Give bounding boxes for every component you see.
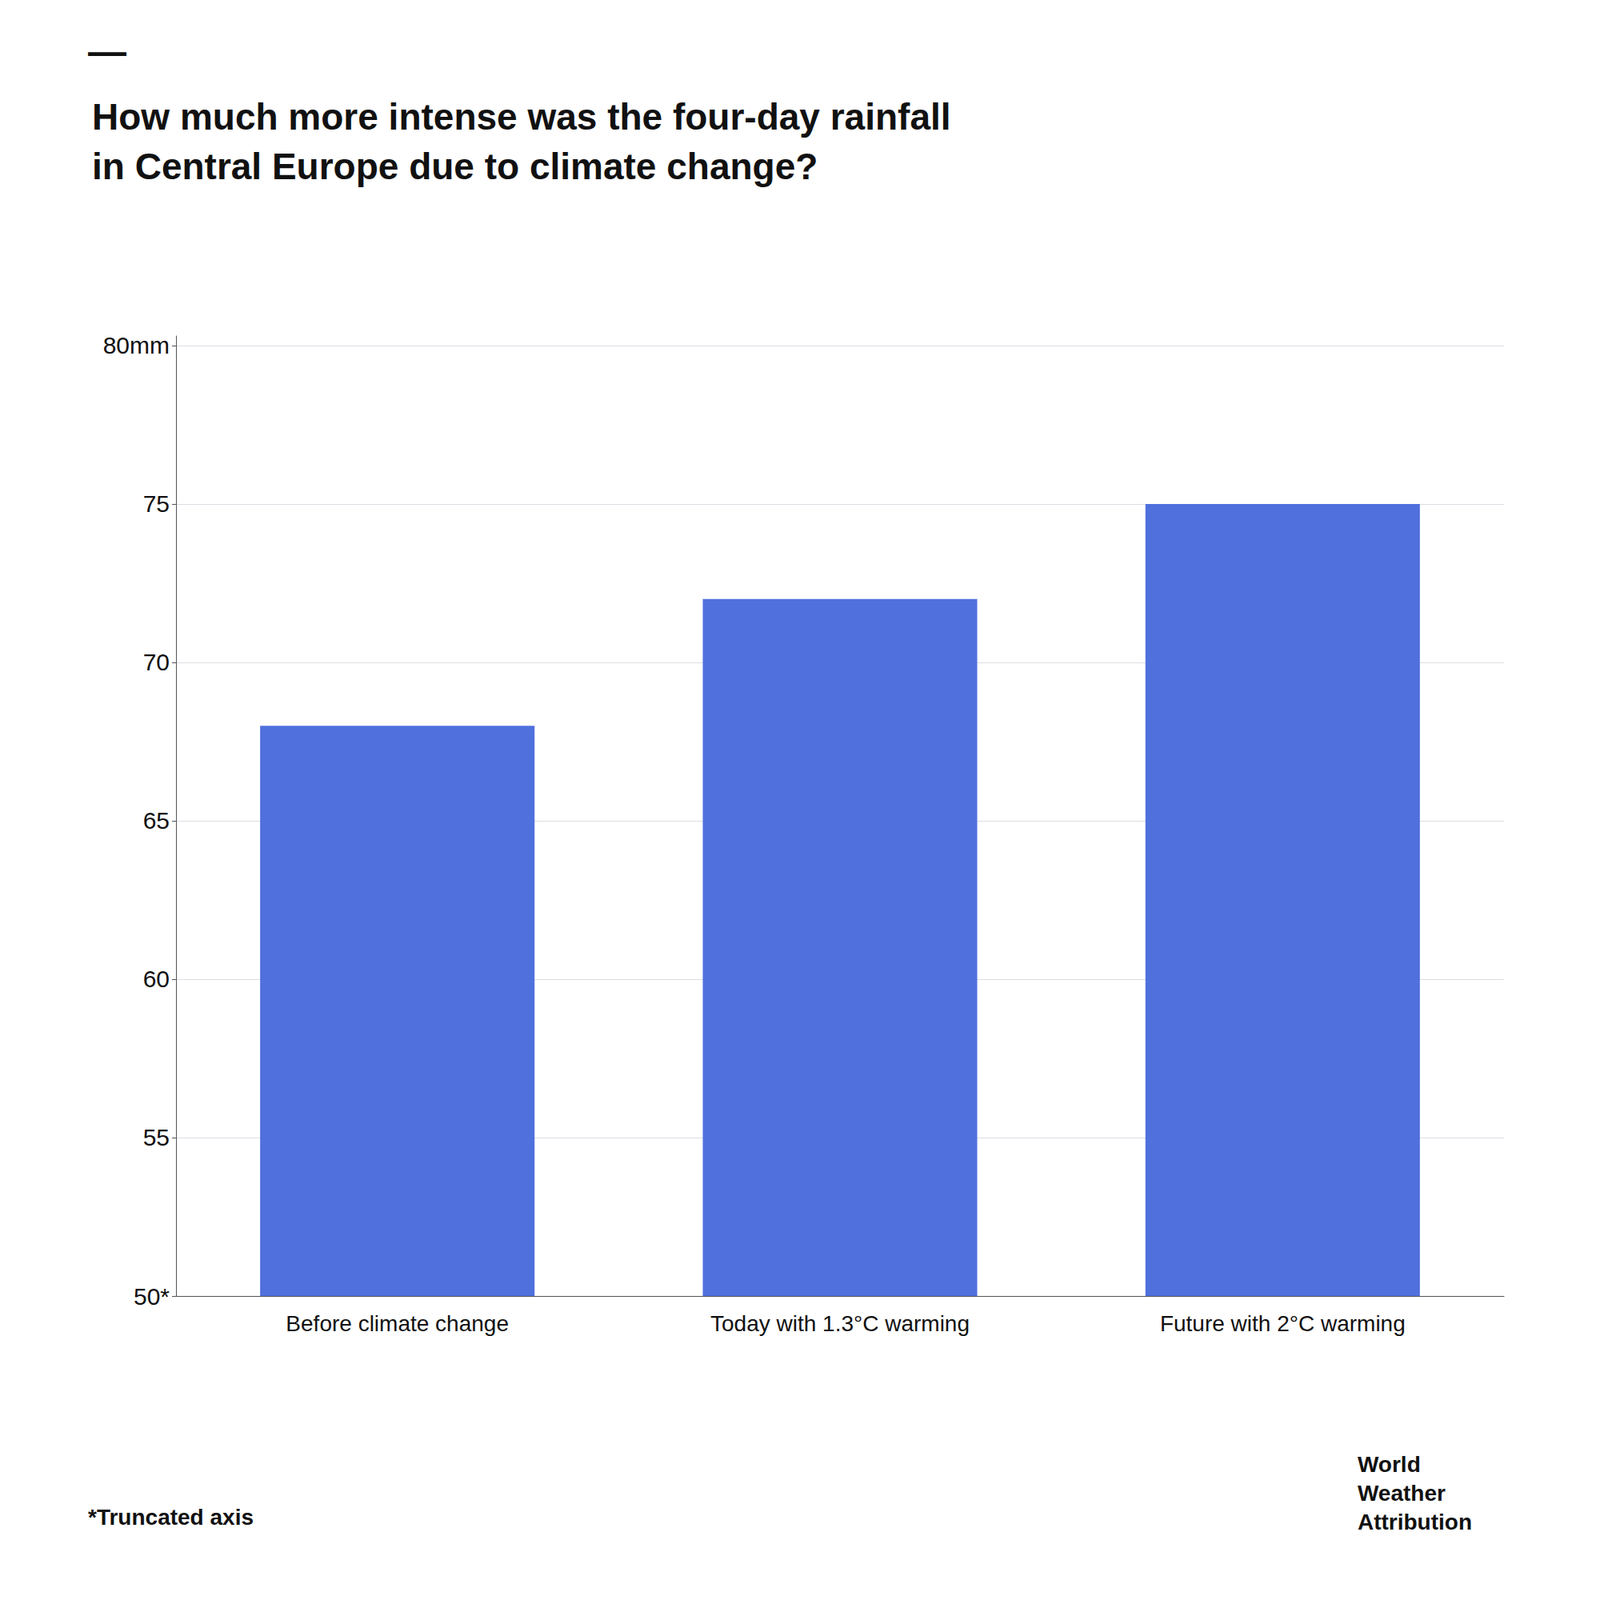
svg-text:80mm: 80mm [103,332,170,359]
svg-text:60: 60 [143,965,170,992]
svg-text:70: 70 [143,648,170,676]
svg-text:75: 75 [143,490,170,517]
svg-text:Before climate change: Before climate change [285,1311,509,1336]
svg-text:—: — [88,30,127,73]
svg-text:How much more intense was the: How much more intense was the four-day r… [92,96,952,138]
svg-text:65: 65 [143,807,170,834]
svg-text:Attribution: Attribution [1357,1509,1472,1535]
svg-text:in Central Europe due to clima: in Central Europe due to climate change? [92,145,818,188]
svg-text:Today with 1.3°C warming: Today with 1.3°C warming [710,1311,970,1336]
svg-text:*Truncated axis: *Truncated axis [88,1504,254,1530]
svg-text:Future with 2°C warming: Future with 2°C warming [1160,1311,1406,1336]
svg-text:55: 55 [143,1124,170,1151]
svg-text:50*: 50* [133,1283,170,1310]
svg-text:World: World [1357,1452,1421,1477]
svg-text:Weather: Weather [1357,1480,1446,1506]
